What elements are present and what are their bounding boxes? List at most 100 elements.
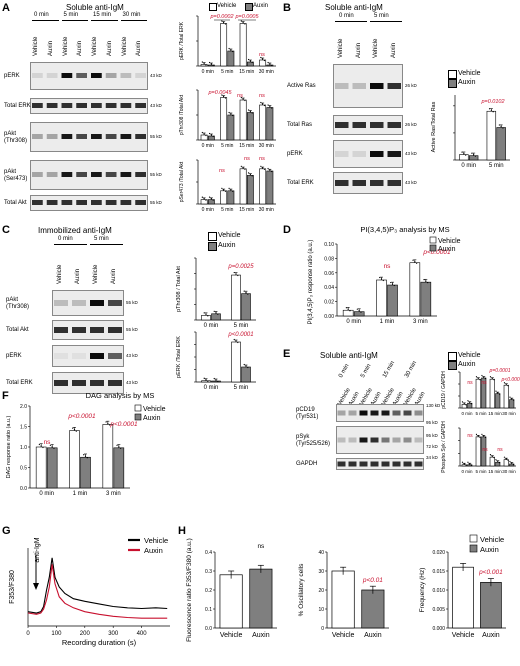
panel-b-band [335, 83, 349, 89]
panel-f-chart-title: DAG analysis by MS [86, 391, 155, 400]
panel-f-ytick-label: 1.5 [20, 425, 27, 431]
panel-f-ytick-label: 1.0 [20, 445, 27, 451]
panel-b-band [387, 151, 401, 157]
panel-c-band [72, 327, 86, 333]
panel-a-chart-2-datapoint [232, 190, 234, 192]
panel-g-xtick-label: 400 [137, 631, 148, 637]
panel-a-chart-0-datapoint [267, 61, 269, 64]
panel-a-time-2: 15 min [93, 12, 112, 18]
panel-c-chart-1-datapoint [245, 365, 247, 367]
panel-c-chart-1-datapoint [207, 380, 209, 382]
panel-e-chart-0-datapoint [470, 403, 473, 405]
panel-b-legend-vehicle: Vehicle [458, 70, 481, 77]
panel-a-chart-1-datapoint [260, 101, 262, 104]
panel-f-chart-datapoint [51, 446, 53, 448]
panel-c-band [108, 300, 122, 306]
panel-e-band [337, 410, 346, 416]
panel-a-chart-2-datapoint [224, 190, 227, 192]
panel-a-time-line [61, 20, 88, 21]
panel-e-chart-1-annotation: ns [482, 447, 488, 453]
panel-b-mw-2: 43 kD [405, 151, 417, 156]
panel-a-chart-1-datapoint [249, 110, 251, 113]
panel-c-chart-0-cat-label: 0 min [204, 323, 219, 329]
panel-e-chart-1-datapoint [503, 456, 506, 458]
panel-e-band [370, 437, 379, 443]
panel-d-legend-auxin: Auxin [438, 246, 456, 253]
panel-c-chart-1-datapoint [205, 379, 207, 381]
panel-a-band [91, 73, 102, 78]
panel-a-chart-0-datapoint [208, 61, 211, 64]
panel-a-chart-2-datapoint [210, 198, 212, 200]
panel-e-band [381, 437, 390, 443]
panel-f-ytick-label: 2.0 [20, 404, 27, 410]
panel-e-chart-1-datapoint [512, 463, 515, 466]
panel-d-chart-datapoint [427, 282, 429, 284]
panel-c-band [72, 300, 86, 306]
panel-e-band [337, 461, 346, 467]
panel-a-chart-1-annotation: p=0.0045 [207, 90, 232, 96]
panel-a-chart-1-ylabel: pThr308 /Total Akt [179, 94, 185, 135]
panel-a-bands-2 [32, 134, 146, 139]
panel-e-mw-2: 95 kD [426, 433, 438, 438]
panel-a-band [135, 200, 146, 205]
panel-d-chart-title: PI(3,4,5)P₃ analysis by MS [360, 225, 449, 234]
panel-h-chart-0-cat-label: Auxin [252, 632, 270, 639]
panel-f-chart-datapoint [38, 443, 40, 446]
panel-b-band [387, 83, 401, 89]
panel-e-chart-0-datapoint [475, 376, 478, 378]
panel-e-chart-0-cat-label: 0 min [461, 411, 473, 416]
panel-a-chart-1-datapoint [210, 134, 212, 136]
panel-a-chart-1-datapoint [208, 132, 211, 135]
panel-e-chart-1-datapoint [498, 462, 501, 464]
panel-e-band [359, 437, 368, 443]
panel-a-chart-2-cat-label: 30 min [259, 207, 274, 213]
panel-a-band [32, 172, 43, 177]
panel-b-legend-vehicle-swatch [448, 70, 457, 79]
panel-a-chart-0-datapoint [212, 64, 214, 67]
panel-a-time-line [91, 20, 118, 21]
panel-b-chart-datapoint [500, 125, 502, 128]
panel-e-band [392, 437, 401, 443]
panel-a-chart-1-datapoint [269, 105, 271, 108]
panel-a-chart-2-datapoint [205, 199, 207, 201]
panel-c-legend-vehicle-swatch [208, 232, 217, 241]
panel-b-band [352, 180, 366, 186]
panel-a-legend-vehicle-swatch [209, 3, 217, 11]
panel-e-chart-0-annotation: ns [467, 380, 473, 386]
panel-e-chart-0-annotation: p=0.0001 [489, 368, 511, 374]
panel-a-chart-1-cat-label: 15 min [239, 143, 254, 149]
panel-h-chart-1-ytick-label: 20 [318, 588, 324, 594]
panel-a-chart-0-annotation: p=0.0002 [209, 14, 233, 20]
panel-e-chart-0-datapoint [479, 379, 481, 381]
panel-f-legend-vehicle: Vehicle [143, 406, 166, 413]
panel-e-chart-1-datapoint [477, 435, 479, 437]
panel-a-band [61, 73, 73, 78]
panel-d-chart-datapoint [379, 276, 381, 279]
panel-b-blot-2 [333, 140, 403, 168]
panel-f-chart-cat-label: 3 min [106, 491, 121, 497]
panel-c-chart-0-datapoint [237, 274, 239, 277]
panel-a-chart-2-datapoint [212, 199, 214, 201]
panel-f-chart-datapoint [109, 424, 111, 426]
panel-a-chart-0-datapoint [224, 23, 227, 25]
panel-a-band [76, 200, 87, 205]
panel-a-chart-0-cat-label: 15 min [239, 69, 254, 75]
panel-a-band [91, 103, 102, 108]
panel-a-band [120, 172, 132, 177]
panel-c-mw-0: 55 kD [126, 300, 138, 305]
panel-a-chart-1-datapoint [267, 104, 269, 106]
panel-h-chart-0-ytick-label: 0.3 [205, 569, 212, 575]
panel-a-row-label-1: Total ERK [4, 103, 31, 109]
panel-e-chart-1-datapoint [491, 455, 493, 457]
panel-e-blot-2 [336, 458, 424, 470]
panel-b-row-label-2: pERK [287, 151, 303, 157]
panel-a-band [105, 200, 117, 205]
panel-a-chart-1-annotation: ns [237, 93, 243, 99]
panel-a-chart-1-datapoint [224, 97, 227, 99]
panel-e-chart-1-cat-label: 0 min [461, 469, 473, 474]
panel-a-band [46, 172, 58, 177]
panel-a-chart-1-datapoint [242, 98, 244, 100]
